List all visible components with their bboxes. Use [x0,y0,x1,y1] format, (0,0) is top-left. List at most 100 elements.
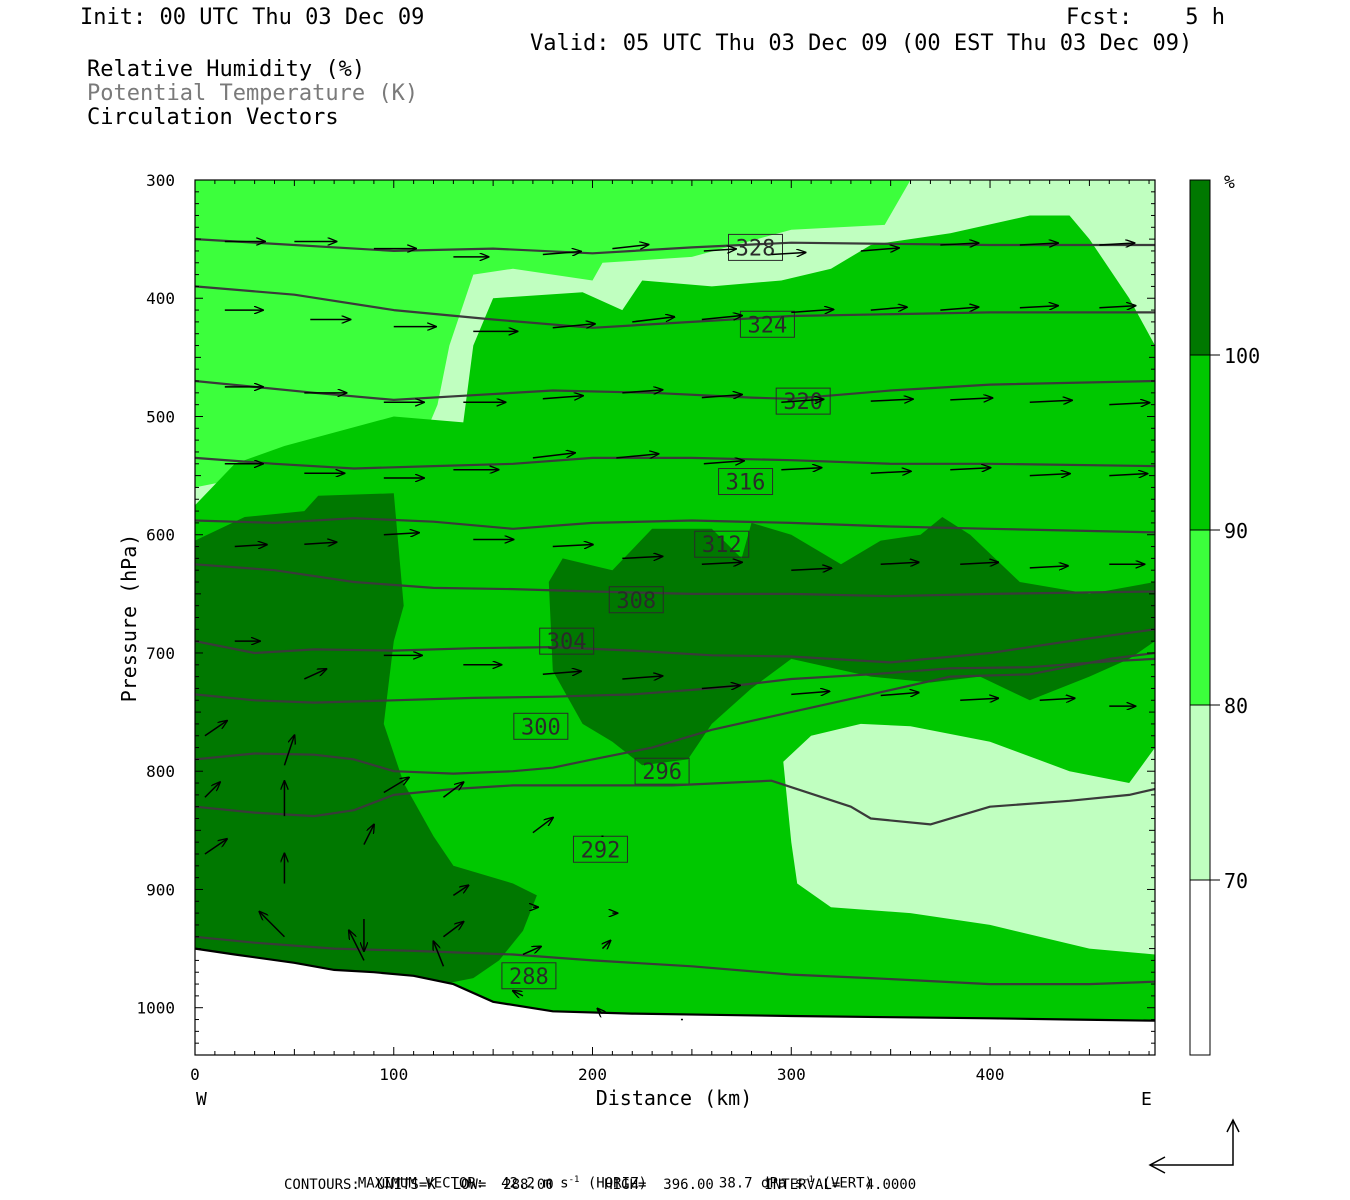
x-tick-label: 300 [777,1065,806,1084]
circulation-vector [950,398,992,400]
theta-label-box-324 [739,310,795,338]
circulation-vector [259,912,285,938]
theta-label-324: 324 [748,313,788,338]
circulation-vector [701,395,742,398]
theta-contour-292 [195,779,1155,826]
contour-info: CONTOURS: UNITS=K LOW= 288.00 HIGH= 396.… [284,1177,917,1193]
y-tick-label: 400 [146,289,175,308]
theta-label-304: 304 [547,630,587,655]
max-vert-tag: (VERT) [822,1175,874,1192]
theta-contour-308 [195,563,1155,598]
circulation-vector [1099,306,1135,308]
theta-contour-316 [195,456,1155,470]
max-horiz-exp: -1 [568,1175,580,1185]
circulation-vector [383,533,419,535]
y-tick-label: 500 [146,407,175,426]
legend-vectors: Circulation Vectors [87,105,339,130]
theta-label-300: 300 [521,715,561,740]
theta-label-288: 288 [509,965,549,990]
y-axis-label: Pressure (hPa) [117,534,141,703]
theta-label-312: 312 [702,533,742,558]
forecast-hour: Fcst: 5 h [1066,5,1225,30]
circulation-vector [349,930,365,961]
circulation-vector [880,693,919,696]
circulation-vector [616,454,658,458]
theta-contour-296 [195,651,1155,775]
theta-contour-300 [195,657,1155,704]
circulation-vector [701,562,742,564]
theta-label-box-316 [718,468,774,496]
circulation-vector [791,691,829,694]
x-tick-label: 400 [976,1065,1005,1084]
circulation-vector [622,676,662,679]
max-vert-value: 38.7 dPa s [718,1175,804,1192]
valid-time: Valid: 05 UTC Thu 03 Dec 09 (00 EST Thu … [530,31,1193,56]
theta-contour-288 [195,935,1155,986]
circulation-vector [1109,403,1149,405]
theta-label-box-288 [501,962,557,990]
circulation-vector [612,245,648,249]
theta-label-316: 316 [726,471,766,496]
circulation-vector [1029,474,1070,476]
circulation-vector [960,698,998,700]
circulation-vector [363,825,374,845]
max-vert-exp: -1 [803,1175,815,1185]
circulation-vector [870,307,907,310]
circulation-vector [1029,400,1072,402]
theta-label-box-304 [539,627,595,655]
circulation-vector [1099,243,1134,245]
circulation-vector [204,839,227,855]
theta-label-box-320 [775,387,831,415]
colorbar-unit: % [1224,172,1235,193]
circulation-vector [703,249,736,251]
x-tick-label: 100 [379,1065,408,1084]
circulation-vector [304,542,336,544]
circulation-vector [234,545,267,547]
circulation-vector [1029,566,1068,568]
circulation-vector [870,399,913,401]
circulation-vector [632,317,674,323]
colorbar-label: 90 [1224,519,1248,543]
ground-mask [195,948,1155,1055]
circulation-vector [870,471,911,473]
max-vector-label: MAXIMUM VECTOR: [357,1175,485,1192]
legend-rh: Relative Humidity (%) [87,57,366,82]
theta-label-292: 292 [581,838,621,863]
theta-label-308: 308 [616,589,656,614]
circulation-vector [960,562,998,564]
circulation-vector [532,818,553,834]
circulation-vector [304,669,326,680]
ground-line [195,947,1155,1022]
circulation-vector [602,941,610,949]
rh-region-100 [195,493,537,990]
colorbar-swatch [1189,879,1211,1056]
circulation-vector [542,251,581,254]
circulation-vector [781,399,823,402]
theta-contour-304 [195,628,1155,664]
circulation-vector [950,468,990,470]
colorbar-swatch [1189,704,1211,881]
colorbar-swatch [1189,529,1211,706]
circulation-vector [701,316,742,320]
colorbar-label: 80 [1224,694,1248,718]
circulation-vector [383,778,409,794]
theta-label-320: 320 [783,390,823,415]
circulation-vector [622,390,662,393]
vector-scale-icon [1148,1118,1240,1174]
y-tick-label: 800 [146,762,175,781]
circulation-vector [622,556,662,558]
circulation-vector [940,243,978,245]
circulation-vector [452,885,468,896]
circulation-vector [940,307,978,310]
colorbar-swatch [1189,179,1211,356]
theta-label-box-300 [513,712,569,740]
circulation-vector [771,252,805,254]
theta-label-296: 296 [642,760,682,785]
circulation-vector [1019,306,1058,308]
legend-theta: Potential Temperature (K) [87,81,419,106]
circulation-vector [781,468,821,470]
y-tick-label: 900 [146,880,175,899]
theta-contour-312 [195,517,1155,534]
circulation-vector [442,782,463,798]
theta-label-box-312 [694,530,750,558]
